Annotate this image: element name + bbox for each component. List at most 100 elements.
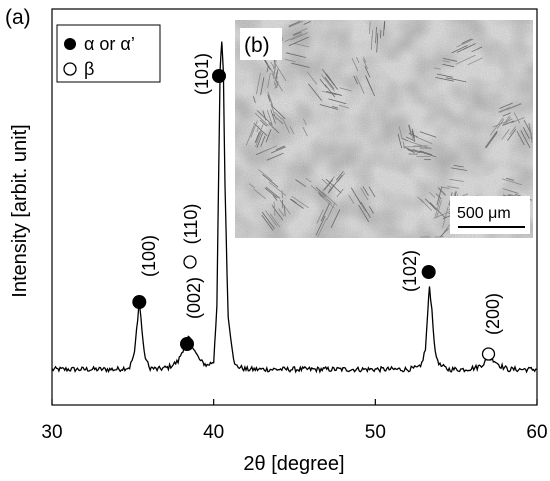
micrograph-lath [271,72,283,92]
peak-marker-101 [212,69,226,83]
micrograph-lath [449,178,464,182]
peak-label-200: (200) [483,293,503,335]
micrograph-lath [285,52,306,58]
micrograph-lath [284,33,303,42]
micrograph-lath [447,186,460,189]
micrograph-lath [375,26,377,44]
micrograph-lath [528,125,533,143]
micrograph-lath [327,187,333,194]
micrograph-lath [509,103,522,109]
micrograph-lath [358,204,370,223]
micrograph-lath [411,130,416,142]
micrograph-lath [284,58,296,63]
micrograph-lath [368,205,374,214]
micrograph-lath [270,109,276,124]
micrograph-lath [321,74,335,92]
micrograph-lath [336,188,344,198]
micrograph-lath [325,74,339,90]
micrograph-lath [270,61,275,69]
micrograph-lath [509,126,516,135]
micrograph-lath [261,214,274,231]
micrograph-lath [319,104,339,110]
micrograph-lath [317,192,324,198]
inset-micrograph: (b) 500 μm [235,20,533,238]
micrograph-lath [325,90,343,96]
micrograph-lath [353,75,358,85]
micrograph-lath [321,176,335,192]
micrograph-lath [275,116,282,123]
micrograph-lath [273,201,276,216]
micrograph-lath [464,43,476,50]
micrograph-lath [295,179,307,188]
micrograph-lath [292,28,308,36]
peak-marker-200 [481,347,496,361]
micrograph-lath [506,103,522,111]
micrograph-lath [356,56,360,63]
micrograph-lath [362,56,367,63]
micrograph-lath [513,112,521,124]
micrograph-lath [453,165,464,168]
micrograph-lath [267,94,271,102]
x-axis-title: 2θ [degree] [243,453,344,475]
micrograph-lath [350,187,362,205]
plot-area: 30 40 50 60 (100) (002) (110) (101) (102) (200) [41,8,548,443]
micrograph-lath [250,120,258,138]
legend-open-circle-marker [63,62,77,76]
micrograph-lath [436,200,442,218]
micrograph-lath [520,130,531,149]
peak-marker-002 [180,337,194,351]
micrograph-lath [264,187,278,199]
micrograph-lath [365,75,373,91]
micrograph-lath [289,126,295,135]
micrograph-lath [328,98,347,105]
micrograph-lath [522,127,530,140]
micrograph-lath [274,63,287,82]
micrograph-lath [256,125,260,133]
micrograph-lath [275,68,279,79]
micrograph-lath [258,169,273,182]
micrograph-lath [262,110,267,121]
micrograph-lath [266,152,284,161]
micrograph-lath [290,32,308,41]
micrograph-lath [445,77,467,83]
micrograph-lath [278,208,285,217]
micrograph-lath [498,106,511,113]
micrograph-lath [305,177,312,183]
micrograph-lath [324,76,335,90]
micrograph-lath [265,210,278,227]
xrd-pattern-line [51,41,538,374]
micrograph-lath [433,67,441,70]
micrograph-lath [317,218,327,238]
micrograph-lath [419,131,437,138]
micrograph-lath [507,128,517,141]
micrograph-lath [273,72,278,85]
micrograph-lath [254,131,260,143]
micrograph-lath [376,33,379,53]
peak-marker-102 [421,265,436,279]
micrograph-lath [507,189,517,194]
micrograph-lath [266,109,273,126]
micrograph-lath [288,20,301,27]
micrograph-lath [276,80,279,89]
micrograph-lath [405,136,416,142]
micrograph-lath [420,198,433,211]
peak-label-100: (100) [139,235,159,277]
micrograph-lath [335,171,344,181]
legend: α or α’ β [56,24,161,83]
micrograph-lath [355,75,365,94]
micrograph-lath [402,141,406,149]
micrograph-lath [256,72,261,95]
micrograph-lath [303,20,312,25]
micrograph-lath [442,60,451,63]
peak-label-110: (110) [181,204,201,245]
micrograph-lath [269,213,281,228]
peak-label-002: (002) [184,277,204,319]
micrograph-lath [433,210,453,219]
micrograph-lath [315,186,327,197]
micrograph-lath [408,124,412,136]
micrograph-lath [439,228,449,238]
micrograph-lath [416,136,433,145]
micrograph-lath [253,188,266,200]
micrograph-lath [252,96,256,103]
